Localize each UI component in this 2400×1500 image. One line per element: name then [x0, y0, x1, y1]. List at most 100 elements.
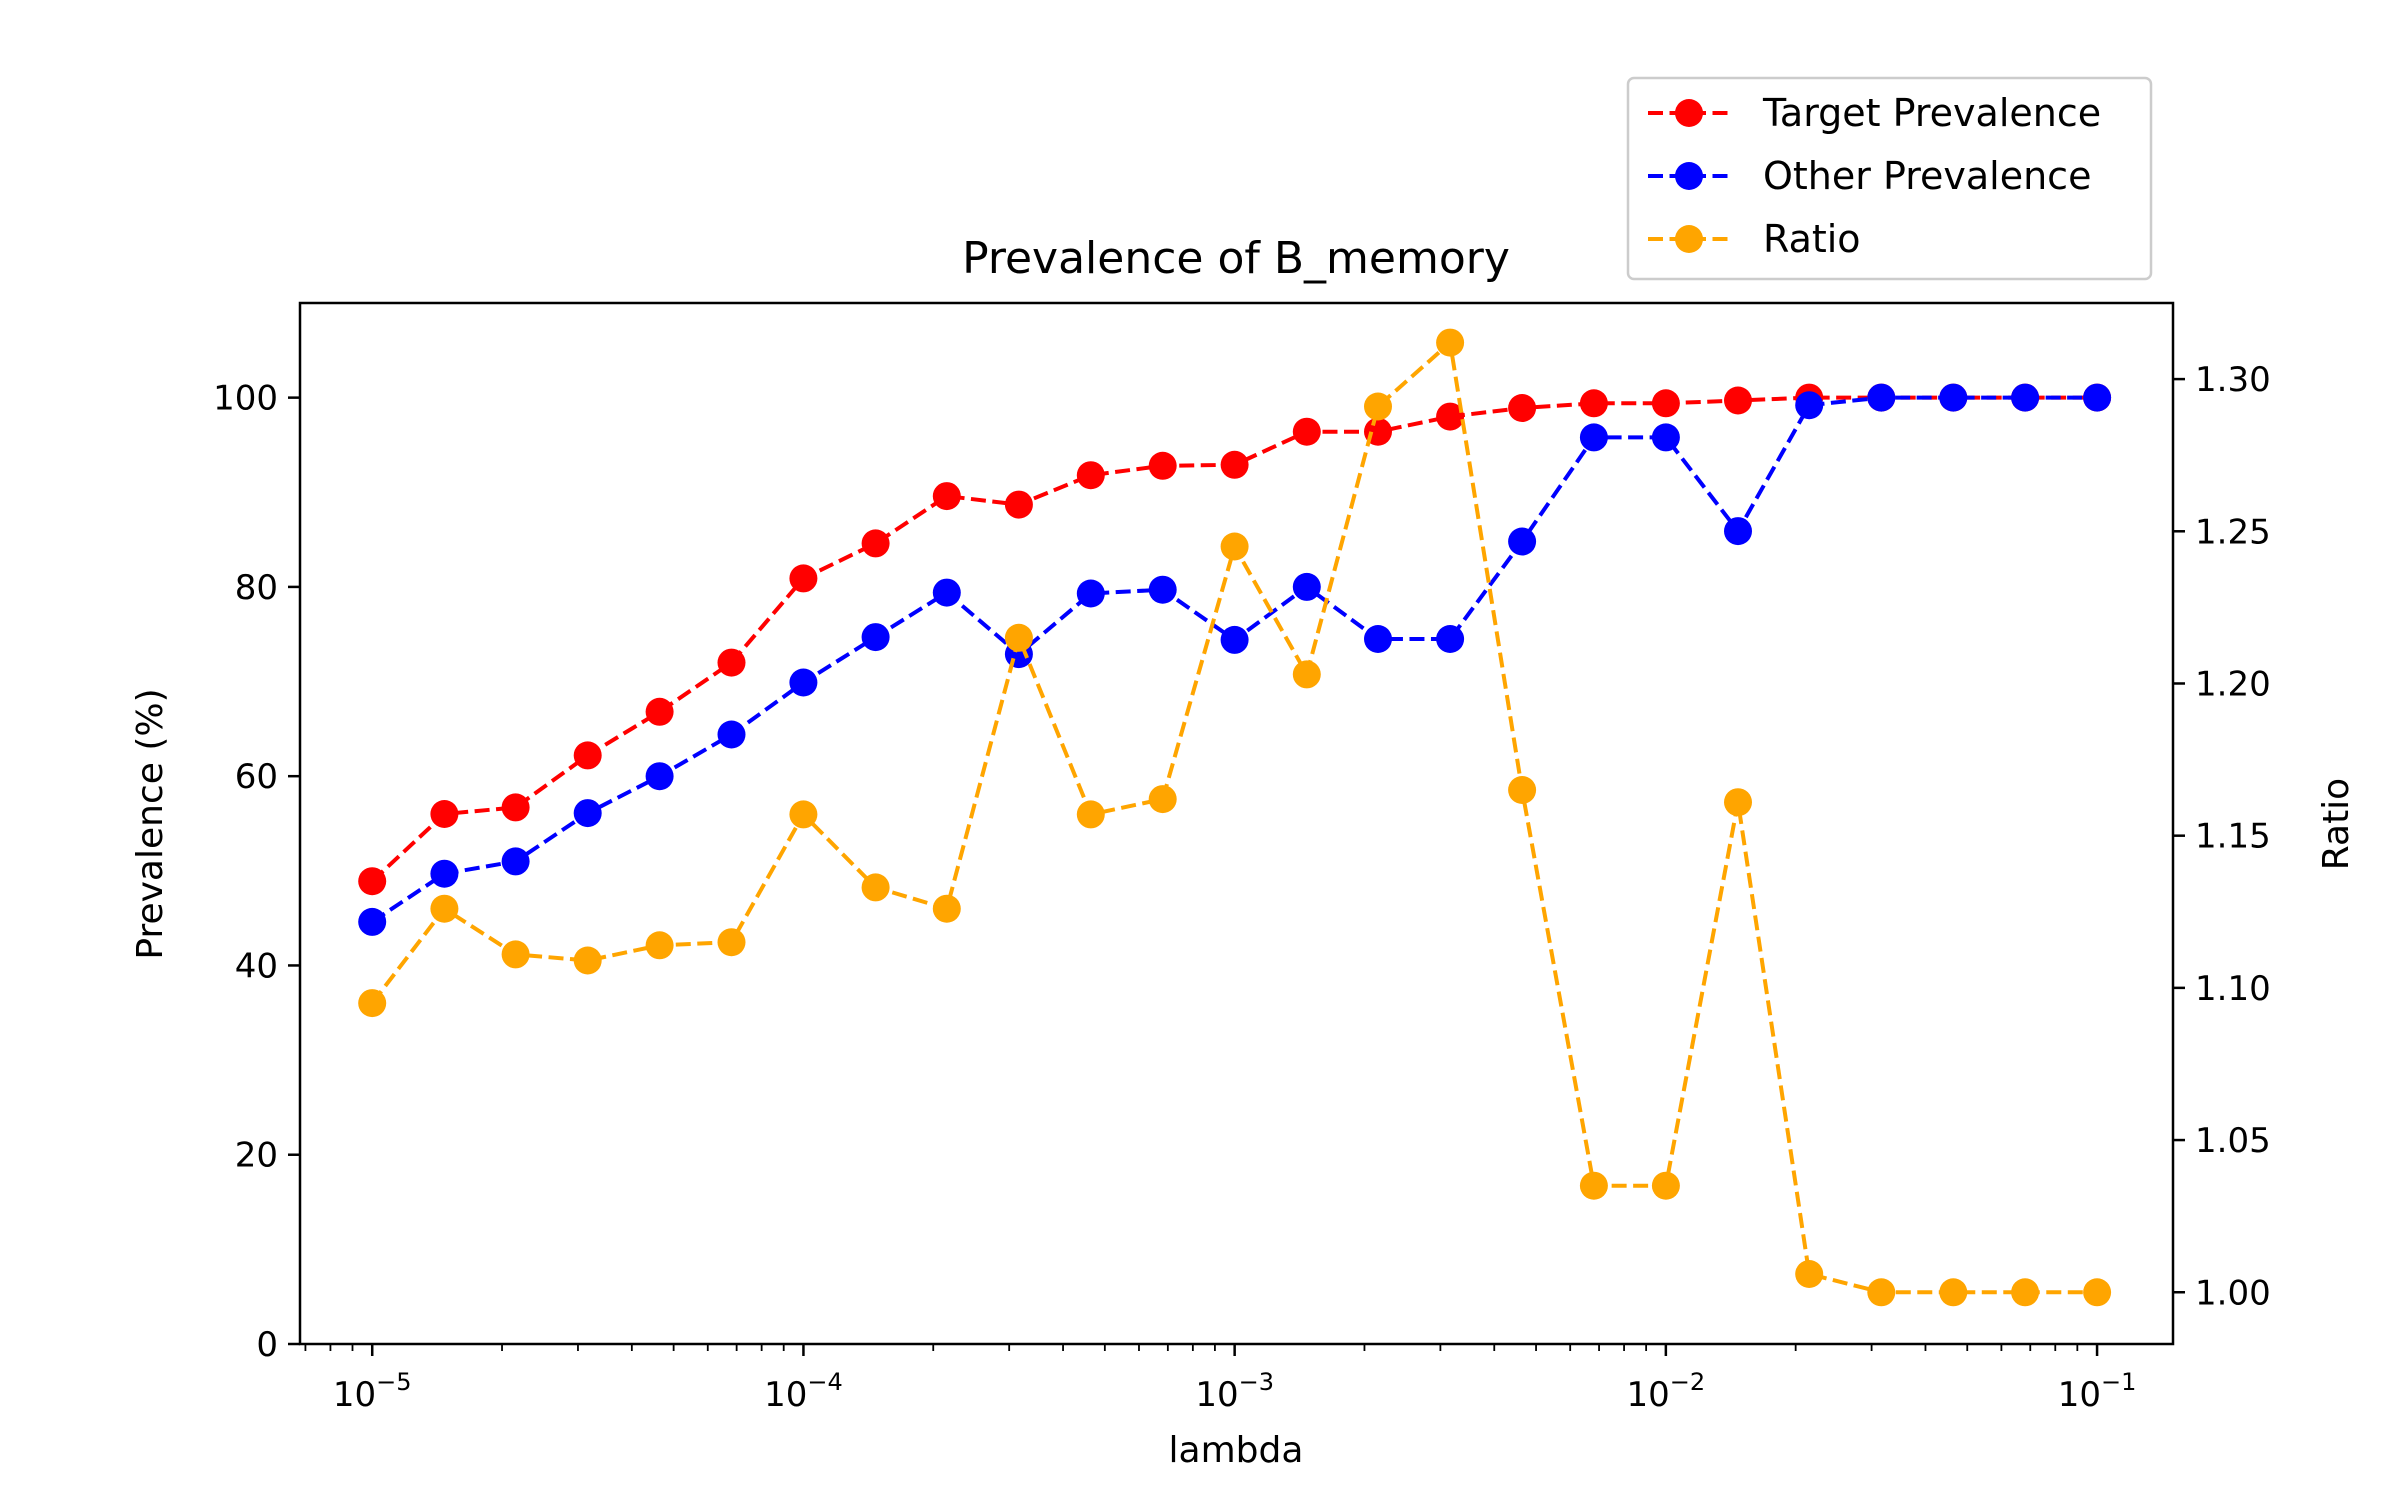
data-point-other-prevalence	[861, 623, 890, 652]
data-point-target-prevalence	[1220, 450, 1249, 479]
data-point-other-prevalence	[2011, 383, 2040, 412]
legend-frame	[1626, 76, 2153, 281]
data-point-other-prevalence	[1724, 517, 1752, 546]
y-axis-left: 0 20 40 60 80 100	[213, 379, 300, 1365]
y-left-tick-label: 100	[213, 379, 278, 419]
data-point-ratio	[2083, 1278, 2112, 1307]
data-point-target-prevalence	[1508, 394, 1537, 422]
y-axis-right-label: Ratio	[2316, 778, 2357, 870]
data-point-ratio	[1292, 660, 1321, 689]
y-right-tick-label: 1.15	[2195, 817, 2271, 857]
legend-marker	[1675, 99, 1703, 127]
data-point-ratio	[789, 800, 818, 829]
legend-item-other-prevalence: Other Prevalence	[1648, 154, 2091, 198]
data-point-ratio	[1651, 1171, 1680, 1200]
data-point-other-prevalence	[645, 762, 674, 791]
data-point-target-prevalence	[358, 867, 387, 896]
legend-label: Ratio	[1763, 217, 1861, 261]
y-right-tick-label: 1.10	[2195, 969, 2271, 1009]
legend-marker	[1675, 225, 1703, 253]
legend-item-target-prevalence: Target Prevalence	[1648, 91, 2101, 135]
y-left-tick-label: 60	[235, 757, 278, 797]
data-point-ratio	[645, 931, 674, 960]
data-point-ratio	[430, 894, 459, 923]
data-point-ratio	[1724, 788, 1752, 817]
data-point-ratio	[1364, 392, 1392, 421]
series-other-prevalence	[358, 383, 2112, 936]
data-point-target-prevalence	[430, 800, 459, 828]
x-tick-label: 10−2	[1627, 1368, 1706, 1415]
y-left-tick-label: 20	[235, 1136, 278, 1176]
data-point-other-prevalence	[501, 847, 530, 876]
data-point-other-prevalence	[1579, 423, 1608, 452]
data-point-ratio	[717, 928, 746, 957]
data-point-other-prevalence	[1076, 579, 1105, 608]
data-point-target-prevalence	[1579, 389, 1608, 418]
data-point-target-prevalence	[1651, 389, 1680, 418]
data-point-target-prevalence	[861, 529, 890, 558]
data-point-other-prevalence	[1292, 572, 1321, 601]
data-point-ratio	[501, 940, 530, 969]
data-point-ratio	[1220, 532, 1249, 561]
y-right-tick-label: 1.25	[2195, 512, 2271, 552]
data-point-other-prevalence	[573, 799, 602, 828]
x-tick-label: 10−1	[2058, 1368, 2137, 1415]
data-point-target-prevalence	[1076, 461, 1105, 490]
data-point-target-prevalence	[1436, 402, 1465, 431]
data-point-target-prevalence	[573, 741, 602, 770]
data-point-ratio	[358, 989, 387, 1018]
data-point-target-prevalence	[1724, 386, 1752, 415]
data-point-target-prevalence	[789, 564, 818, 593]
data-point-ratio	[1939, 1278, 1968, 1307]
data-point-ratio	[932, 894, 961, 923]
data-point-other-prevalence	[932, 578, 961, 607]
data-point-ratio	[1867, 1278, 1896, 1307]
data-point-target-prevalence	[1148, 451, 1177, 480]
data-point-target-prevalence	[645, 697, 674, 726]
data-point-other-prevalence	[2083, 383, 2112, 412]
y-right-tick-label: 1.05	[2195, 1121, 2271, 1161]
y-left-tick-label: 0	[256, 1325, 278, 1365]
data-point-ratio	[861, 873, 890, 902]
data-point-ratio	[573, 946, 602, 975]
data-point-ratio	[1508, 776, 1537, 804]
series-ratio	[358, 328, 2112, 1307]
data-point-ratio	[1795, 1260, 1824, 1288]
data-point-ratio	[1004, 623, 1033, 652]
legend: Target Prevalence Other Prevalence Ratio	[1626, 76, 2153, 281]
y-left-tick-label: 80	[235, 568, 278, 608]
y-right-tick-label: 1.20	[2195, 664, 2271, 704]
y-axis-right: 1.00 1.05 1.10 1.15 1.20 1.25 1.30	[2173, 360, 2271, 1313]
y-right-tick-label: 1.00	[2195, 1273, 2271, 1313]
legend-marker	[1675, 162, 1703, 190]
x-axis-label: lambda	[1169, 1430, 1304, 1471]
data-point-other-prevalence	[717, 720, 746, 749]
data-point-target-prevalence	[501, 793, 530, 822]
data-point-other-prevalence	[1867, 383, 1896, 412]
data-point-other-prevalence	[1939, 383, 1968, 412]
data-point-target-prevalence	[1292, 417, 1321, 446]
data-point-target-prevalence	[1004, 490, 1033, 519]
legend-label: Other Prevalence	[1763, 154, 2091, 198]
data-point-ratio	[1076, 800, 1105, 829]
plot-frame	[298, 301, 2175, 1346]
y-left-tick-label: 40	[235, 946, 278, 986]
x-tick-label: 10−3	[1195, 1368, 1274, 1415]
data-point-other-prevalence	[1436, 625, 1465, 653]
data-point-ratio	[1579, 1171, 1608, 1200]
data-point-ratio	[2011, 1278, 2040, 1307]
data-point-other-prevalence	[358, 907, 387, 936]
data-point-other-prevalence	[1364, 625, 1392, 653]
y-right-tick-label: 1.30	[2195, 360, 2271, 400]
x-tick-label: 10−5	[333, 1368, 412, 1415]
data-point-other-prevalence	[1795, 391, 1824, 420]
x-tick-label: 10−4	[764, 1368, 843, 1415]
y-axis-left-label: Prevalence (%)	[130, 688, 171, 959]
data-point-other-prevalence	[1651, 423, 1680, 452]
data-point-other-prevalence	[430, 859, 459, 888]
data-point-target-prevalence	[717, 648, 746, 677]
data-point-target-prevalence	[932, 482, 961, 511]
data-point-other-prevalence	[1508, 527, 1537, 556]
data-point-ratio	[1436, 328, 1465, 357]
